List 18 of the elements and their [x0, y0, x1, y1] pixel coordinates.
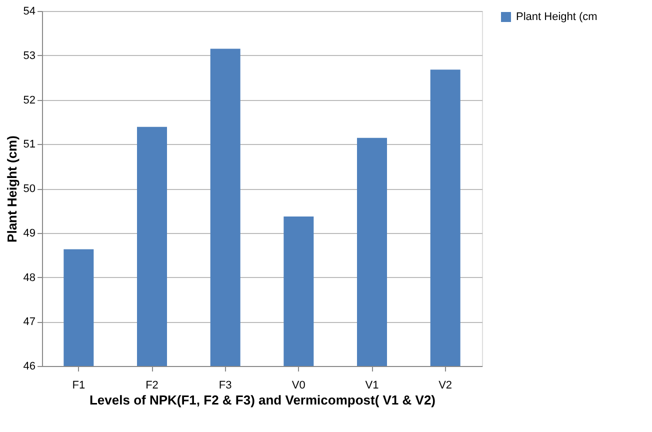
x-tick-label: V0 — [292, 380, 306, 392]
y-tick-label: 48 — [23, 272, 36, 284]
x-axis-title: Levels of NPK(F1, F2 & F3) and Vermicompost( V1 & V2) — [89, 392, 436, 408]
y-tick-label: 53 — [23, 50, 36, 62]
y-tick-label: 52 — [23, 94, 36, 106]
x-tick-label: V1 — [365, 380, 379, 392]
y-tick-label: 49 — [23, 227, 36, 240]
y-tick-label: 46 — [23, 360, 36, 372]
legend-label: Plant Height (cm — [516, 11, 598, 23]
x-tick-label: F1 — [72, 380, 86, 392]
x-tick-label: V2 — [438, 380, 452, 392]
y-tick-label: 51 — [23, 138, 36, 151]
x-tick-label: F3 — [218, 380, 232, 392]
y-tick-label: 54 — [23, 6, 36, 18]
x-tick-label: F2 — [146, 380, 158, 392]
y-tick-label: 50 — [23, 183, 36, 195]
y-axis-title: Plant Height (cm) — [4, 136, 20, 242]
y-tick-label: 47 — [23, 316, 36, 328]
